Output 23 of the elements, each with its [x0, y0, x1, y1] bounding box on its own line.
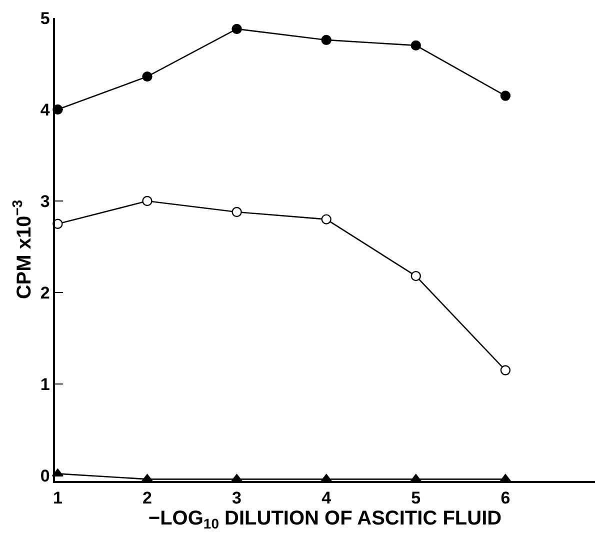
y-tick-label: 1 [40, 374, 50, 394]
point [410, 270, 421, 282]
x-tick-label: 3 [232, 488, 242, 508]
x-tick-label: 5 [411, 488, 421, 508]
point [142, 71, 152, 82]
point [500, 365, 511, 376]
x-tick-label: 4 [322, 488, 332, 508]
point [232, 24, 242, 34]
point [142, 196, 152, 206]
x-tick-label: 2 [142, 488, 152, 508]
point [410, 40, 421, 51]
y-tick-label: 0 [40, 466, 50, 486]
point [500, 90, 511, 101]
y-tick-label: 2 [40, 283, 50, 302]
point [321, 214, 332, 224]
y-tick-label: 3 [40, 192, 50, 211]
x-axis-title: −LOG$_{10}$ DILUTION OF ASCITIC FLUID [148, 507, 502, 532]
point [321, 34, 332, 46]
x-tick-label: 6 [500, 488, 510, 508]
y-tick-label: 5 [40, 8, 50, 28]
y-tick-label: 4 [40, 100, 50, 120]
point [232, 206, 242, 218]
x-tick-label: 1 [52, 488, 62, 508]
